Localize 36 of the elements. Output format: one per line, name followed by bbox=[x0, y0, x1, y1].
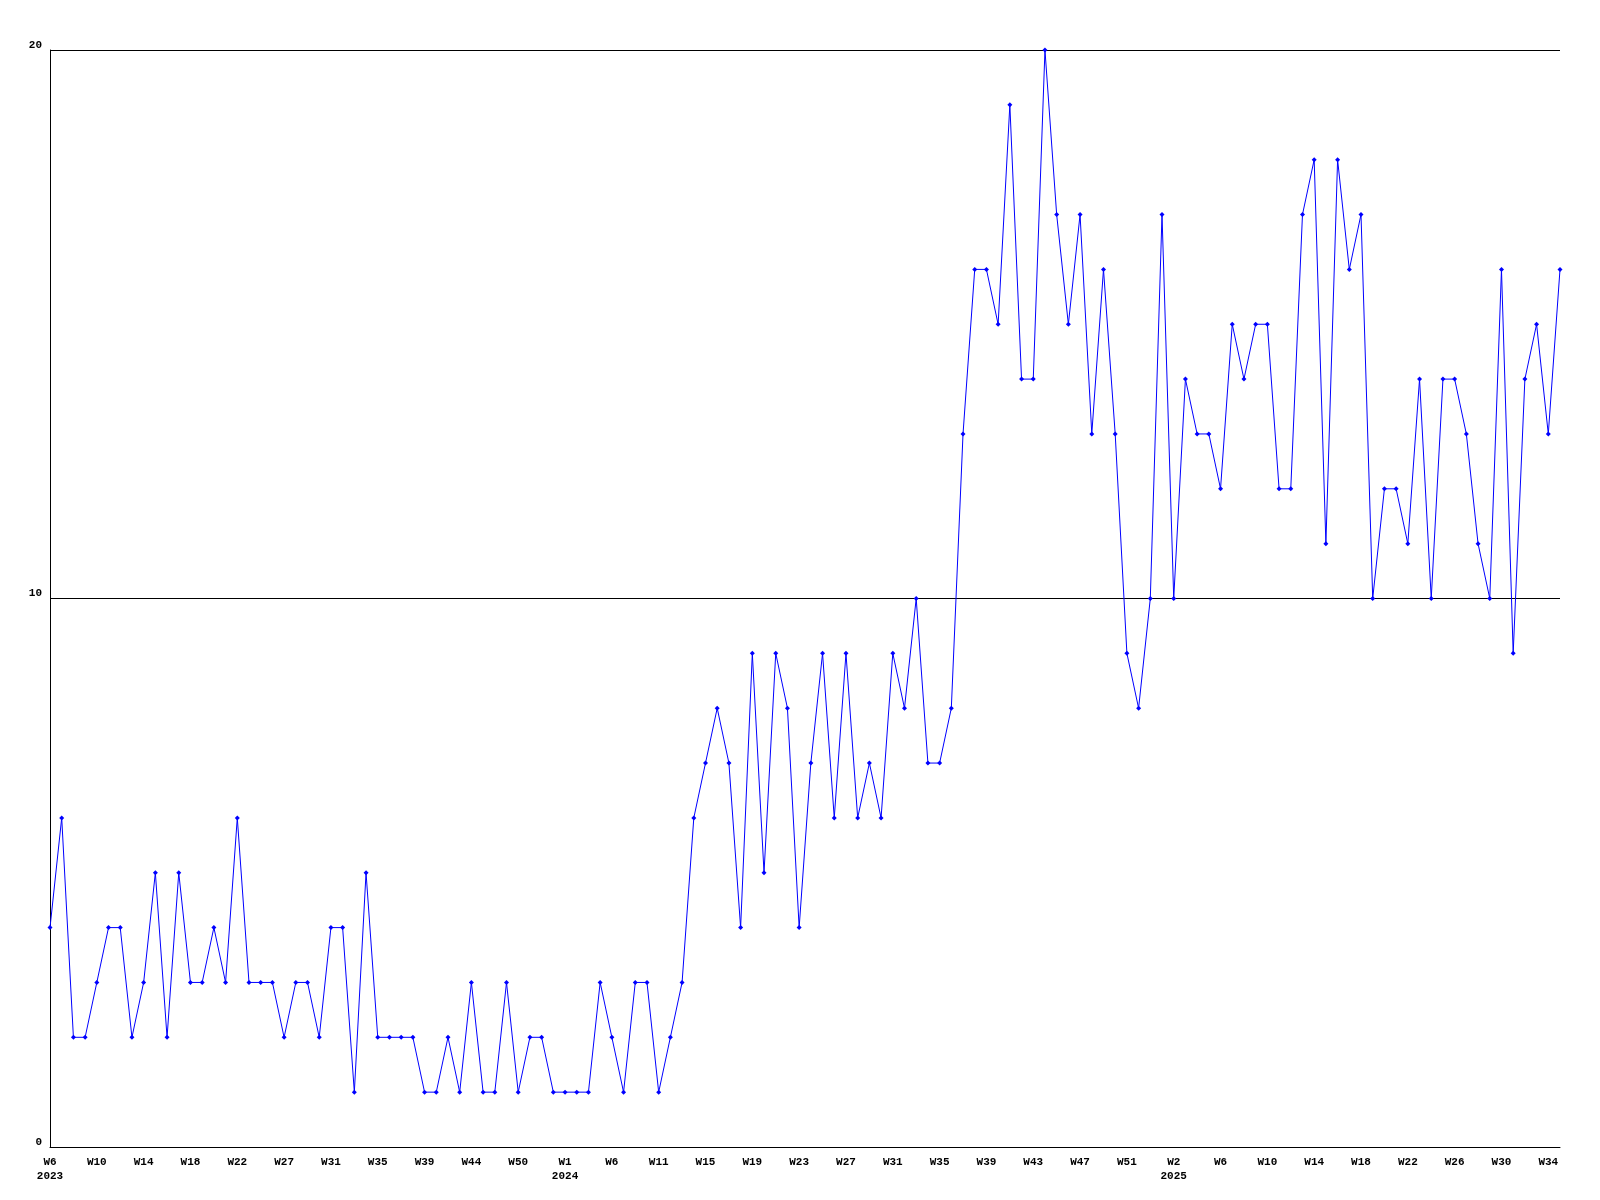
x-tick-label: W43 bbox=[1023, 1156, 1044, 1168]
x-tick-label: W27 bbox=[836, 1156, 856, 1168]
y-tick-label: 0 bbox=[35, 1135, 42, 1148]
y-tick-label: 10 bbox=[28, 587, 42, 599]
x-tick-label: W6 bbox=[1213, 1156, 1228, 1168]
x-tick-label: W14 bbox=[133, 1156, 154, 1168]
x-tick-label: W10 bbox=[1257, 1156, 1278, 1168]
x-tick-label: W30 bbox=[1491, 1156, 1512, 1168]
x-tick-label: W51 bbox=[1116, 1156, 1138, 1168]
x-tick-label: W6 bbox=[605, 1156, 619, 1168]
x-tick-label: W2 2025 bbox=[1160, 1156, 1188, 1182]
x-tick-label: W26 bbox=[1444, 1156, 1465, 1168]
x-tick-label: W35 bbox=[929, 1156, 950, 1168]
x-tick-label: W39 bbox=[976, 1156, 997, 1168]
x-tick-label: W39 bbox=[414, 1156, 435, 1168]
x-tick-label: W1 2024 bbox=[551, 1156, 579, 1182]
x-tick-label: W14 bbox=[1304, 1156, 1325, 1168]
x-tick-label: W22 bbox=[227, 1156, 248, 1168]
x-tick-label: W23 bbox=[789, 1156, 810, 1168]
x-tick-label: W11 bbox=[648, 1156, 669, 1168]
x-tick-label: W18 bbox=[1351, 1156, 1372, 1168]
x-tick-label: W31 bbox=[321, 1156, 342, 1168]
x-tick-label: W10 bbox=[86, 1156, 107, 1168]
x-tick-label: W18 bbox=[180, 1156, 201, 1168]
x-tick-label: W50 bbox=[508, 1156, 529, 1168]
x-tick-label: W31 bbox=[882, 1156, 904, 1168]
x-tick-label: W34 bbox=[1538, 1156, 1559, 1168]
y-tick-label: 20 bbox=[28, 38, 42, 51]
x-tick-label: W27 bbox=[274, 1156, 295, 1168]
x-tick-label: W22 bbox=[1397, 1156, 1418, 1168]
x-tick-label: W6 2023 bbox=[36, 1156, 64, 1182]
x-tick-label: W19 bbox=[742, 1156, 763, 1168]
x-tick-label: W15 bbox=[695, 1156, 716, 1168]
x-tick-label: W47 bbox=[1070, 1156, 1090, 1168]
x-tick-label: W44 bbox=[461, 1156, 482, 1168]
x-tick-label: W35 bbox=[367, 1156, 389, 1168]
